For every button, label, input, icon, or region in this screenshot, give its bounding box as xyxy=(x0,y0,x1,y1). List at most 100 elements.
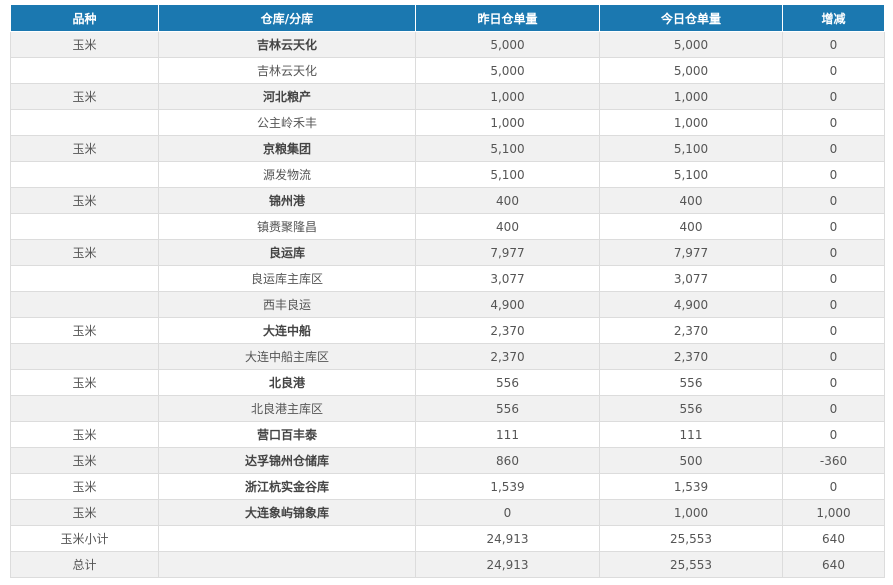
warehouse-cell: 吉林云天化 xyxy=(158,57,416,84)
yesterday-cell: 24,913 xyxy=(415,551,600,578)
variety-cell: 玉米 xyxy=(10,317,159,344)
today-cell: 5,100 xyxy=(599,161,783,188)
change-cell: 0 xyxy=(782,213,885,240)
today-cell: 2,370 xyxy=(599,343,783,370)
warehouse-cell: 大连中船主库区 xyxy=(158,343,416,370)
today-cell: 556 xyxy=(599,369,783,396)
table-row: 源发物流 5,100 5,100 0 xyxy=(10,161,885,188)
yesterday-cell: 556 xyxy=(415,369,600,396)
today-cell: 5,000 xyxy=(599,31,783,58)
change-cell: 0 xyxy=(782,317,885,344)
variety-cell xyxy=(10,291,159,318)
warehouse-cell: 浙江杭实金谷库 xyxy=(158,473,416,500)
yesterday-cell: 400 xyxy=(415,187,600,214)
change-cell: 0 xyxy=(782,161,885,188)
variety-cell xyxy=(10,343,159,370)
change-cell: 0 xyxy=(782,369,885,396)
yesterday-cell: 1,539 xyxy=(415,473,600,500)
table-row: 玉米 河北粮产 1,000 1,000 0 xyxy=(10,83,885,110)
table-row: 北良港主库区 556 556 0 xyxy=(10,395,885,422)
header-cell: 增减 xyxy=(782,4,885,32)
variety-cell xyxy=(10,109,159,136)
change-cell: 0 xyxy=(782,291,885,318)
yesterday-cell: 5,000 xyxy=(415,31,600,58)
header-cell: 今日仓单量 xyxy=(599,4,783,32)
warehouse-cell: 大连象屿锦象库 xyxy=(158,499,416,526)
table-row: 玉米 吉林云天化 5,000 5,000 0 xyxy=(10,31,885,58)
change-cell: 0 xyxy=(782,473,885,500)
table-row: 玉米 良运库 7,977 7,977 0 xyxy=(10,239,885,266)
variety-cell xyxy=(10,57,159,84)
yesterday-cell: 4,900 xyxy=(415,291,600,318)
today-cell: 500 xyxy=(599,447,783,474)
warehouse-cell: 公主岭禾丰 xyxy=(158,109,416,136)
yesterday-cell: 111 xyxy=(415,421,600,448)
today-cell: 1,000 xyxy=(599,83,783,110)
today-cell: 3,077 xyxy=(599,265,783,292)
today-cell: 111 xyxy=(599,421,783,448)
today-cell: 1,539 xyxy=(599,473,783,500)
change-cell: 0 xyxy=(782,421,885,448)
table-row: 良运库主库区 3,077 3,077 0 xyxy=(10,265,885,292)
today-cell: 4,900 xyxy=(599,291,783,318)
warehouse-cell: 西丰良运 xyxy=(158,291,416,318)
warehouse-cell: 大连中船 xyxy=(158,317,416,344)
yesterday-cell: 0 xyxy=(415,499,600,526)
variety-cell: 玉米 xyxy=(10,239,159,266)
variety-cell: 玉米 xyxy=(10,187,159,214)
warehouse-receipt-table: 品种 仓库/分库 昨日仓单量 今日仓单量 增减 玉米 吉林云天化 5,000 5,000 0 吉林… xyxy=(10,4,885,578)
variety-cell: 玉米 xyxy=(10,31,159,58)
table-row: 玉米 京粮集团 5,100 5,100 0 xyxy=(10,135,885,162)
variety-cell xyxy=(10,213,159,240)
table-body: 玉米 吉林云天化 5,000 5,000 0 吉林云天化 5,000 5,000 0 玉米 河北粮产… xyxy=(10,31,885,578)
warehouse-cell: 良运库主库区 xyxy=(158,265,416,292)
variety-cell: 玉米 xyxy=(10,369,159,396)
warehouse-cell: 营口百丰泰 xyxy=(158,421,416,448)
table-container: 品种 仓库/分库 昨日仓单量 今日仓单量 增减 玉米 吉林云天化 5,000 5,000 0 吉林… xyxy=(10,4,885,578)
warehouse-cell xyxy=(158,551,416,578)
change-cell: 640 xyxy=(782,525,885,552)
warehouse-cell: 源发物流 xyxy=(158,161,416,188)
warehouse-cell: 吉林云天化 xyxy=(158,31,416,58)
yesterday-cell: 5,100 xyxy=(415,135,600,162)
table-row: 玉米 营口百丰泰 111 111 0 xyxy=(10,421,885,448)
variety-cell: 玉米小计 xyxy=(10,525,159,552)
table-row: 玉米 大连中船 2,370 2,370 0 xyxy=(10,317,885,344)
table-row: 玉米 大连象屿锦象库 0 1,000 1,000 xyxy=(10,499,885,526)
yesterday-cell: 860 xyxy=(415,447,600,474)
header-row: 品种 仓库/分库 昨日仓单量 今日仓单量 增减 xyxy=(10,4,885,32)
change-cell: 0 xyxy=(782,239,885,266)
table-row: 玉米 浙江杭实金谷库 1,539 1,539 0 xyxy=(10,473,885,500)
change-cell: 640 xyxy=(782,551,885,578)
today-cell: 400 xyxy=(599,213,783,240)
variety-cell: 玉米 xyxy=(10,499,159,526)
variety-cell: 玉米 xyxy=(10,447,159,474)
yesterday-cell: 1,000 xyxy=(415,109,600,136)
change-cell: 0 xyxy=(782,343,885,370)
yesterday-cell: 556 xyxy=(415,395,600,422)
warehouse-cell: 北良港 xyxy=(158,369,416,396)
today-cell: 2,370 xyxy=(599,317,783,344)
change-cell: 1,000 xyxy=(782,499,885,526)
today-cell: 556 xyxy=(599,395,783,422)
table-row: 玉米小计 24,913 25,553 640 xyxy=(10,525,885,552)
variety-cell: 玉米 xyxy=(10,421,159,448)
table-row: 大连中船主库区 2,370 2,370 0 xyxy=(10,343,885,370)
change-cell: 0 xyxy=(782,31,885,58)
variety-cell: 玉米 xyxy=(10,135,159,162)
change-cell: 0 xyxy=(782,57,885,84)
table-row: 公主岭禾丰 1,000 1,000 0 xyxy=(10,109,885,136)
change-cell: 0 xyxy=(782,265,885,292)
today-cell: 25,553 xyxy=(599,525,783,552)
table-row: 玉米 达孚锦州仓储库 860 500 -360 xyxy=(10,447,885,474)
warehouse-cell: 良运库 xyxy=(158,239,416,266)
change-cell: 0 xyxy=(782,135,885,162)
change-cell: 0 xyxy=(782,83,885,110)
today-cell: 5,100 xyxy=(599,135,783,162)
table-row: 西丰良运 4,900 4,900 0 xyxy=(10,291,885,318)
today-cell: 1,000 xyxy=(599,109,783,136)
yesterday-cell: 3,077 xyxy=(415,265,600,292)
table-row: 镇赉聚隆昌 400 400 0 xyxy=(10,213,885,240)
variety-cell: 玉米 xyxy=(10,473,159,500)
